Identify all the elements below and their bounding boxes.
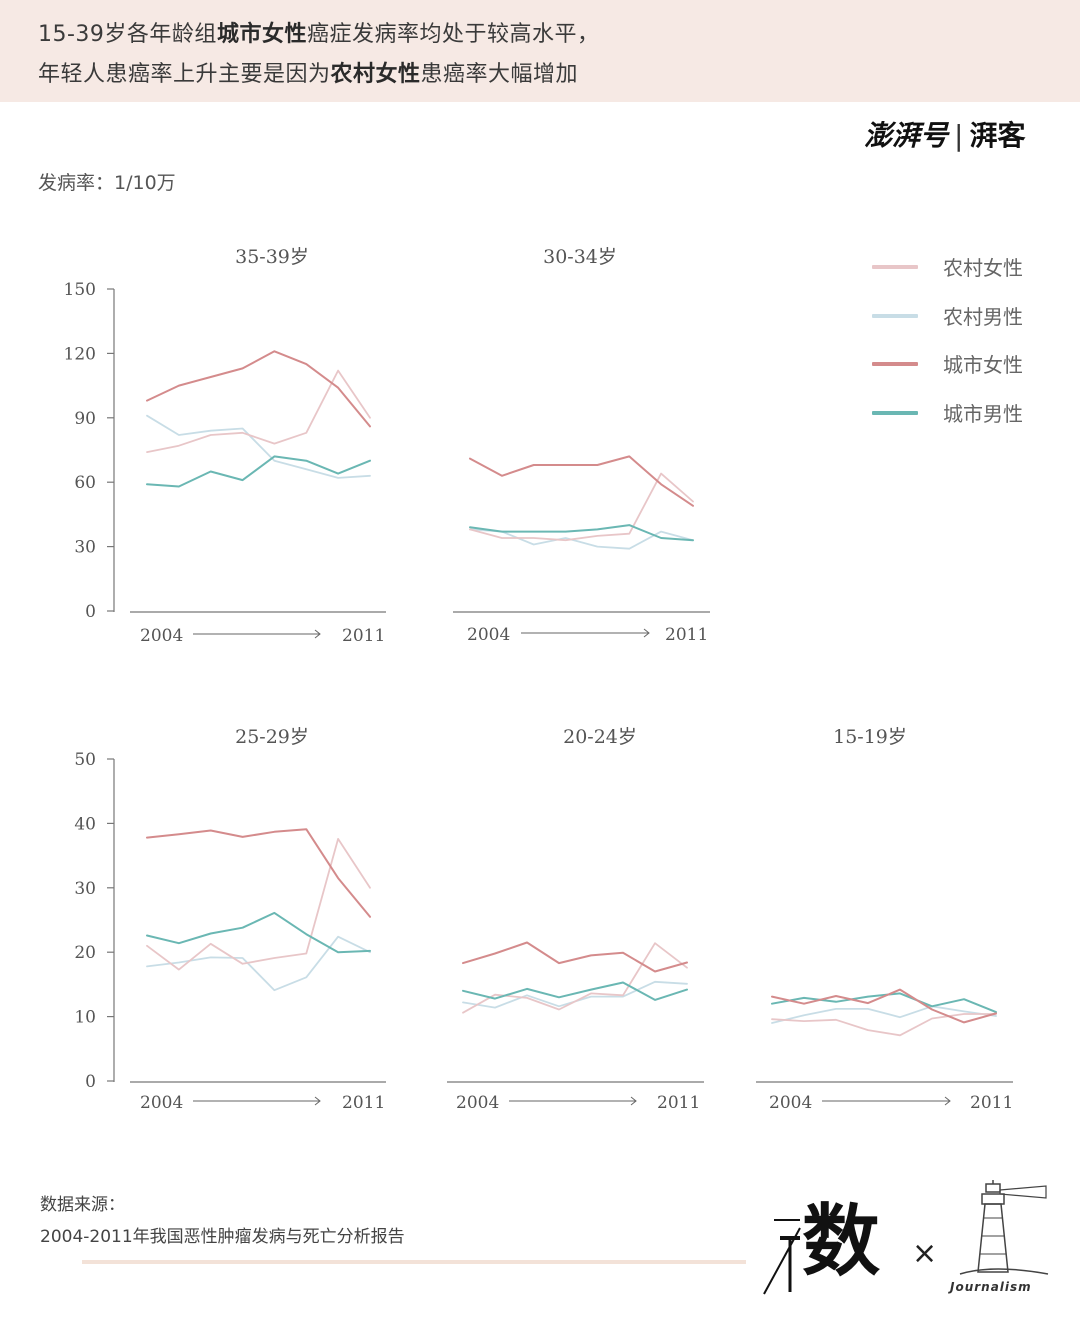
series-line xyxy=(146,369,371,454)
y-tick-label: 150 xyxy=(64,280,96,300)
legend-label: 城市女性 xyxy=(943,353,1023,377)
series-line xyxy=(146,911,371,954)
headline-line-2: 年轻人患癌率上升主要是因为农村女性患癌率大幅增加 xyxy=(38,56,578,88)
shu-logo-char: 数 xyxy=(802,1196,881,1287)
x-arrow-head xyxy=(630,1096,637,1106)
series-line xyxy=(146,828,371,918)
shu-logo: 数 xyxy=(760,1196,900,1298)
x-arrow-head xyxy=(643,628,650,638)
chart-panel: 20-24岁 2004 2011 xyxy=(447,726,704,1113)
legend-label: 城市男性 xyxy=(943,401,1023,426)
x-end-label: 2011 xyxy=(342,626,385,646)
series-line xyxy=(462,941,688,973)
x-end-label: 2011 xyxy=(970,1093,1013,1113)
series-line xyxy=(146,414,371,479)
legend-swatch xyxy=(872,410,918,415)
legend-swatch xyxy=(872,313,918,318)
x-start-label: 2004 xyxy=(769,1093,812,1113)
x-arrow-head xyxy=(314,1096,321,1106)
x-end-label: 2011 xyxy=(665,625,708,645)
headline-1-text-end: 癌症发病率均处于较高水平， xyxy=(306,22,600,47)
legend-item: 城市男性 xyxy=(872,396,1062,445)
series-line xyxy=(146,935,371,992)
source-text: 2004-2011年我国恶性肿瘤发病与死亡分析报告 xyxy=(40,1227,405,1247)
x-start-label: 2004 xyxy=(140,626,183,646)
legend-item: 农村男性 xyxy=(872,299,1062,348)
series-line xyxy=(462,942,688,1014)
series-line xyxy=(146,838,371,971)
y-tick-label: 30 xyxy=(74,538,96,558)
times-symbol: × xyxy=(912,1236,938,1271)
source-title: 数据来源： xyxy=(40,1195,125,1215)
series-line xyxy=(146,455,371,488)
legend-label: 农村男性 xyxy=(943,304,1023,329)
x-end-label: 2011 xyxy=(342,1093,385,1113)
x-start-label: 2004 xyxy=(467,625,510,645)
x-start-label: 2004 xyxy=(140,1093,183,1113)
footer-divider xyxy=(82,1260,746,1264)
headline-1-text: 15-39岁各年龄组 xyxy=(38,22,217,47)
headline-2-emphasis: 农村女性 xyxy=(330,62,421,87)
unit-label: 发病率：1/10万 xyxy=(38,172,176,194)
headline-1-emphasis: 城市女性 xyxy=(216,22,307,47)
chart-title: 20-24岁 xyxy=(563,726,637,748)
chart-title: 35-39岁 xyxy=(235,246,309,268)
y-tick-label: 0 xyxy=(85,602,96,622)
legend-swatch xyxy=(872,362,918,366)
x-end-label: 2011 xyxy=(657,1093,700,1113)
series-line xyxy=(771,992,997,1014)
x-start-label: 2004 xyxy=(456,1093,499,1113)
chart-panel: 25-29岁 0 10 20 30 40 50 2004 2011 xyxy=(74,726,386,1113)
series-line xyxy=(469,472,694,542)
headline-line-1: 15-39岁各年龄组城市女性癌症发病率均处于较高水平， xyxy=(38,16,599,48)
brand-separator: | xyxy=(954,119,964,152)
series-line xyxy=(469,455,694,507)
chart-panel: 15-19岁 2004 2011 xyxy=(756,726,1013,1113)
headline-2-text-end: 患癌率大幅增加 xyxy=(420,62,579,87)
brand-main: 澎湃号 xyxy=(864,119,949,152)
brand-logo: 澎湃号 | 湃客 xyxy=(864,114,1060,152)
x-arrow-head xyxy=(314,629,321,639)
brand-sub: 湃客 xyxy=(969,119,1026,152)
shu-logo-strokes xyxy=(763,1219,801,1295)
chart-panel: 35-39岁 0 30 60 90 120 150 2004 2011 xyxy=(64,246,386,646)
lighthouse-logo: Journalism xyxy=(948,1180,1058,1300)
header-banner: 15-39岁各年龄组城市女性癌症发病率均处于较高水平， 年轻人患癌率上升主要是因… xyxy=(0,0,1080,102)
series-line xyxy=(771,1005,997,1024)
legend-label: 农村女性 xyxy=(943,256,1023,280)
x-arrow-head xyxy=(944,1096,951,1106)
legend-swatch xyxy=(872,265,918,269)
series-line xyxy=(771,1013,997,1037)
y-tick-label: 120 xyxy=(64,344,96,364)
chart-title: 30-34岁 xyxy=(543,246,617,268)
y-tick-label: 20 xyxy=(74,943,96,963)
legend: 农村女性农村男性城市女性城市男性 xyxy=(872,250,1062,444)
journalism-wordmark: Journalism xyxy=(950,1280,1032,1294)
y-tick-label: 30 xyxy=(74,879,96,899)
legend-item: 农村女性 xyxy=(872,250,1062,299)
chart-panel: 30-34岁 2004 2011 xyxy=(453,246,710,645)
series-line xyxy=(469,528,694,550)
chart-title: 15-19岁 xyxy=(833,726,907,748)
headline-2-text: 年轻人患癌率上升主要是因为 xyxy=(38,62,331,87)
series-line xyxy=(462,981,688,1001)
legend-item: 城市女性 xyxy=(872,347,1062,396)
y-tick-label: 40 xyxy=(74,814,96,834)
chart-title: 25-29岁 xyxy=(235,726,309,748)
y-tick-label: 50 xyxy=(74,750,96,770)
y-tick-label: 60 xyxy=(74,473,96,493)
y-tick-label: 0 xyxy=(85,1072,96,1092)
series-line xyxy=(469,524,694,542)
lighthouse-icon xyxy=(959,1180,1049,1275)
y-tick-label: 10 xyxy=(74,1008,96,1028)
series-line xyxy=(771,988,997,1024)
y-tick-label: 90 xyxy=(74,409,96,429)
series-line xyxy=(146,350,371,428)
